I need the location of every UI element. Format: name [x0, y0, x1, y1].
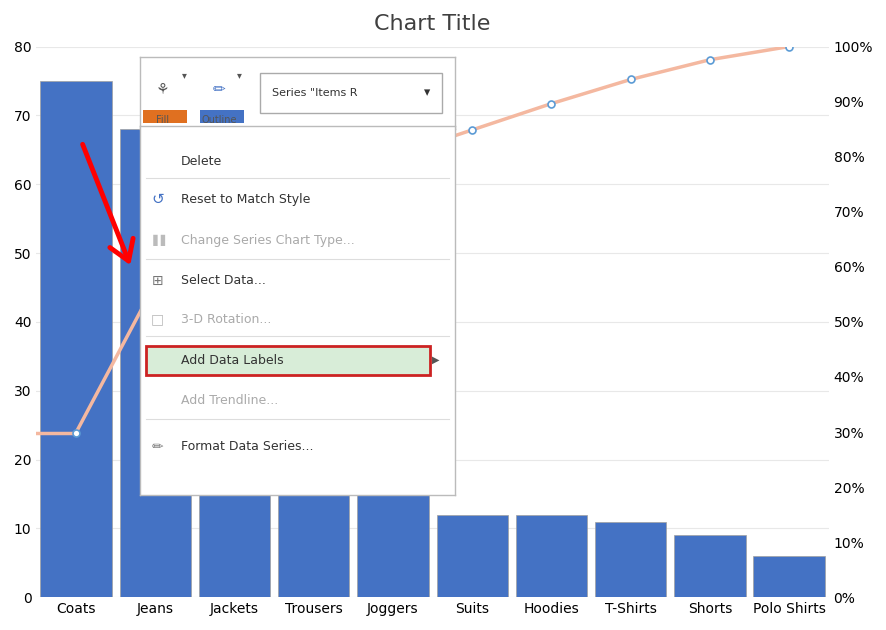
Text: Outline: Outline	[201, 115, 237, 125]
Bar	[40, 81, 112, 597]
Point	[623, 74, 637, 84]
Text: □: □	[151, 312, 164, 326]
Text: ▾: ▾	[237, 70, 242, 80]
Text: ▾: ▾	[424, 86, 430, 100]
Text: ✏: ✏	[213, 82, 225, 97]
Title: Chart Title: Chart Title	[374, 14, 490, 34]
Bar	[277, 459, 349, 597]
Text: Add Trendline...: Add Trendline...	[181, 394, 278, 407]
Point	[227, 234, 241, 244]
Point	[544, 98, 558, 108]
Text: Series "Items R: Series "Items R	[272, 88, 357, 98]
Bar	[199, 110, 244, 123]
Text: ▾: ▾	[182, 70, 186, 80]
Bar	[673, 536, 745, 597]
Text: Reset to Match Style: Reset to Match Style	[181, 193, 310, 206]
Point	[781, 42, 796, 52]
Text: Delete: Delete	[181, 154, 222, 168]
Bar	[260, 72, 442, 113]
Text: ⚘: ⚘	[155, 82, 169, 97]
Bar	[146, 346, 430, 375]
Point	[385, 151, 400, 161]
Text: Change Series Chart Type...: Change Series Chart Type...	[181, 234, 354, 247]
Point	[464, 125, 478, 135]
Text: Format Data Series...: Format Data Series...	[181, 440, 314, 453]
Text: 3-D Rotation...: 3-D Rotation...	[181, 313, 271, 326]
Bar	[120, 129, 190, 597]
Text: ▶: ▶	[431, 355, 439, 365]
Point	[69, 428, 83, 438]
Text: Add Data Labels: Add Data Labels	[181, 353, 284, 367]
Bar	[752, 556, 824, 597]
Text: Select Data...: Select Data...	[181, 274, 266, 287]
Text: Fill: Fill	[155, 115, 168, 125]
Bar	[436, 515, 508, 597]
Text: ⊞: ⊞	[152, 274, 163, 288]
Bar	[515, 515, 587, 597]
Point	[307, 191, 321, 201]
Bar	[198, 459, 270, 597]
Bar	[595, 522, 665, 597]
Text: Add Data Labels: Add Data Labels	[181, 353, 284, 367]
Point	[702, 55, 716, 65]
Point	[148, 278, 162, 289]
Bar	[144, 110, 187, 123]
Text: ↺: ↺	[151, 192, 164, 207]
Text: ✏: ✏	[152, 440, 163, 454]
Bar	[357, 473, 428, 597]
Text: ▐▐: ▐▐	[149, 234, 166, 246]
